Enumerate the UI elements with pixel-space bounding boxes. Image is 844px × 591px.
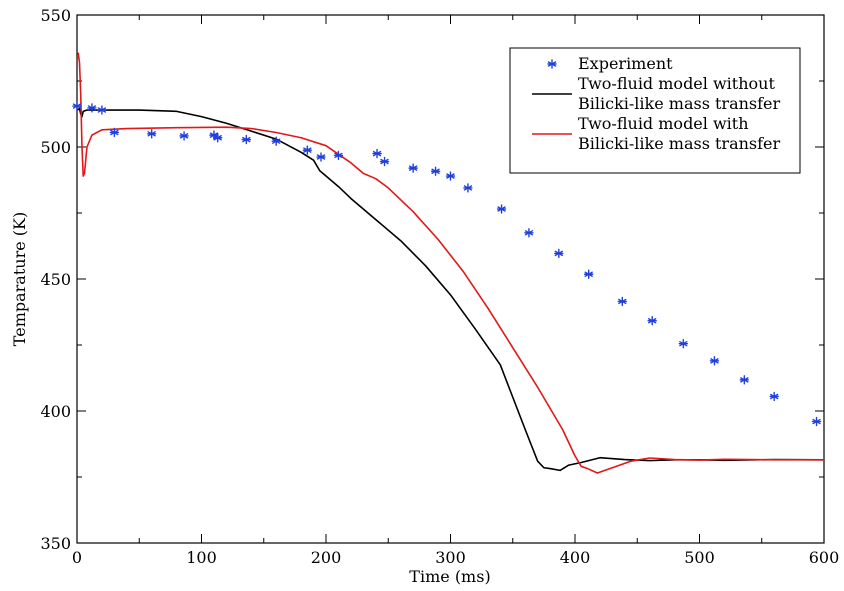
data-point-experiment <box>302 145 313 155</box>
series-line-with <box>77 52 824 474</box>
data-point-experiment <box>212 133 223 143</box>
y-tick-label: 500 <box>40 138 71 157</box>
x-tick-label: 100 <box>186 548 217 567</box>
data-point-experiment <box>179 131 189 141</box>
legend-label-without: Bilicki-like mass transfer <box>578 94 781 113</box>
data-point-experiment <box>87 103 97 113</box>
axis-ticks <box>76 14 825 544</box>
data-point-experiment <box>379 156 390 167</box>
data-point-experiment <box>709 356 720 366</box>
legend-label-with: Bilicki-like mass transfer <box>578 134 781 153</box>
y-tick-label: 550 <box>40 6 71 25</box>
data-point-experiment <box>678 338 689 349</box>
y-tick-label: 450 <box>40 270 71 289</box>
data-point-experiment <box>97 105 107 115</box>
data-point-experiment <box>583 269 594 279</box>
data-point-experiment <box>430 166 441 176</box>
x-tick-label: 500 <box>684 548 715 567</box>
data-point-experiment <box>372 148 382 159</box>
data-point-experiment <box>496 204 507 214</box>
legend-marker-experiment <box>547 59 557 69</box>
x-tick-label: 300 <box>435 548 466 567</box>
legend-box <box>509 47 801 174</box>
x-tick-label: 600 <box>809 548 840 567</box>
legend-label-experiment: Experiment <box>578 54 673 73</box>
legend-label-with: Two-fluid model with <box>578 114 749 133</box>
data-point-experiment <box>146 129 157 139</box>
data-point-experiment <box>109 127 120 138</box>
data-point-experiment <box>739 375 750 385</box>
data-point-experiment <box>524 228 534 238</box>
data-point-experiment <box>769 391 779 402</box>
data-point-experiment <box>647 316 657 326</box>
data-point-experiment <box>271 136 281 146</box>
axis-tick-labels: 0 100 200 300 400 500 600 350 400 450 500 550 <box>40 6 839 567</box>
data-point-experiment <box>241 134 252 145</box>
data-point-experiment <box>445 171 456 181</box>
data-point-experiment <box>72 101 82 111</box>
series-line-without <box>77 107 824 472</box>
x-tick-label: 0 <box>72 548 82 567</box>
data-point-experiment <box>333 150 344 161</box>
x-axis-label: Time (ms) <box>409 567 490 586</box>
data-point-experiment <box>554 248 564 259</box>
data-point-experiment <box>463 183 473 193</box>
series-markers <box>72 101 822 427</box>
y-axis-label: Temparature (K) <box>10 212 29 346</box>
y-tick-label: 350 <box>40 534 71 553</box>
legend-label-without: Two-fluid model without <box>578 74 775 93</box>
series-lines <box>77 52 824 474</box>
data-point-experiment <box>408 163 418 173</box>
data-point-experiment <box>316 152 326 162</box>
x-tick-label: 400 <box>560 548 591 567</box>
data-point-experiment <box>811 416 822 427</box>
y-tick-label: 400 <box>40 402 71 421</box>
x-tick-label: 200 <box>311 548 342 567</box>
data-point-experiment <box>617 296 628 307</box>
